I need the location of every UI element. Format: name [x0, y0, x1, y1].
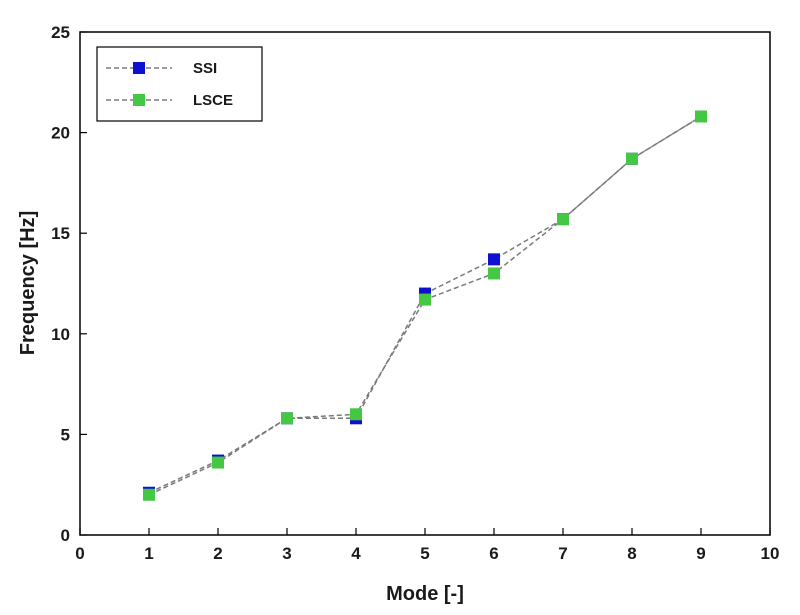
x-tick-label: 7: [558, 544, 567, 563]
data-point-lsce: [695, 110, 707, 123]
y-tick-label: 25: [51, 23, 70, 42]
x-tick-label: 10: [761, 544, 780, 563]
data-point-lsce: [143, 488, 155, 501]
x-tick-label: 2: [213, 544, 222, 563]
x-tick-label: 5: [420, 544, 429, 563]
data-point-lsce: [419, 293, 431, 306]
legend-marker-lsce: [133, 94, 145, 106]
data-point-lsce: [488, 267, 500, 280]
legend-box: [96, 46, 263, 122]
legend-entries: SSI LSCE: [106, 60, 233, 109]
data-point-lsce: [350, 408, 362, 421]
y-axis-title: Frequency [Hz]: [17, 211, 39, 355]
y-tick-label: 10: [51, 325, 70, 344]
x-tick-label: 6: [489, 544, 498, 563]
y-axis-ticks: 0 5 10 15 20 25: [51, 23, 87, 545]
legend-label-lsce: LSCE: [193, 92, 233, 109]
x-axis-title: Mode [-]: [386, 583, 464, 605]
y-tick-label: 15: [51, 224, 70, 243]
x-tick-label: 3: [282, 544, 291, 563]
y-tick-label: 20: [51, 124, 70, 143]
x-tick-label: 8: [627, 544, 636, 563]
data-point-lsce: [281, 412, 293, 425]
legend-label-ssi: SSI: [193, 60, 217, 77]
legend: SSI LSCE: [96, 46, 263, 122]
y-tick-label: 5: [61, 425, 70, 444]
x-tick-label: 9: [696, 544, 705, 563]
data-point-ssi: [488, 253, 500, 266]
data-point-lsce: [212, 456, 224, 469]
x-tick-label: 4: [351, 544, 361, 563]
x-tick-label: 1: [144, 544, 153, 563]
series-layer: [143, 110, 707, 501]
data-point-lsce: [557, 213, 569, 226]
x-tick-label: 0: [75, 544, 84, 563]
legend-marker-ssi: [133, 62, 145, 74]
y-tick-label: 0: [61, 526, 70, 545]
x-axis-ticks: 0 1 2 3 4 5 6 7 8 9 10: [75, 528, 779, 563]
data-point-lsce: [626, 152, 638, 165]
